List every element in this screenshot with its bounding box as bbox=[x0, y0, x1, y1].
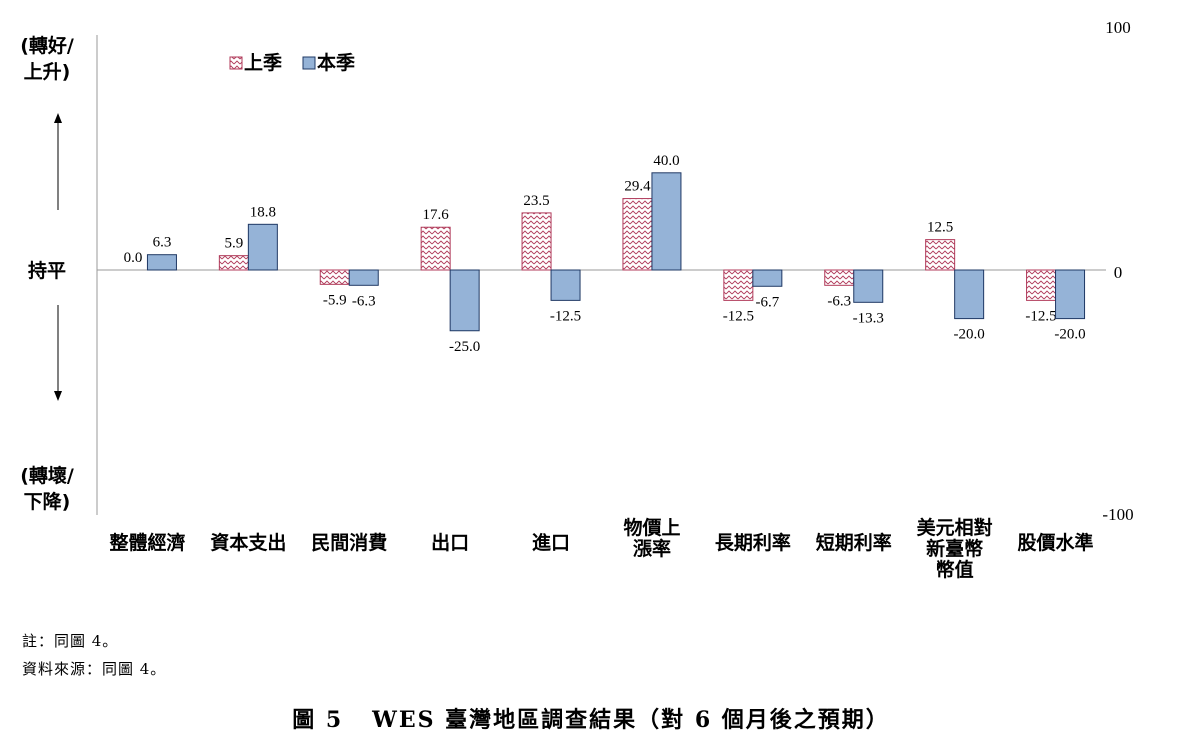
data-label-current: -12.5 bbox=[550, 308, 581, 324]
data-label-current: -13.3 bbox=[853, 310, 884, 326]
category-label: 股價水準 bbox=[1018, 531, 1094, 554]
bar-previous-quarter bbox=[925, 239, 956, 271]
data-label-current: 6.3 bbox=[153, 235, 172, 251]
bar-previous-quarter bbox=[319, 269, 350, 285]
left-label-top: 上升) bbox=[24, 61, 71, 83]
bar-current-quarter bbox=[752, 269, 783, 287]
category-label: 漲率 bbox=[633, 537, 671, 560]
data-label-previous: 29.4 bbox=[624, 179, 651, 195]
data-label-previous: -12.5 bbox=[1025, 308, 1056, 324]
data-label-current: -6.3 bbox=[352, 293, 376, 309]
category-label: 資本支出 bbox=[210, 531, 286, 554]
y-tick-label: 0 bbox=[1114, 263, 1123, 282]
category-label: 出口 bbox=[431, 531, 469, 554]
category-label: 整體經濟 bbox=[109, 531, 185, 554]
legend-label-current: 本季 bbox=[317, 51, 355, 74]
bar-current-quarter bbox=[550, 269, 581, 301]
figure-caption: 圖 5 WES 臺灣地區調查結果（對 6 個月後之預期） bbox=[292, 707, 890, 733]
data-label-previous: 17.6 bbox=[423, 207, 450, 223]
category-label: 物價上 bbox=[623, 516, 680, 539]
left-label-middle: 持平 bbox=[28, 259, 66, 282]
bar-previous-quarter bbox=[622, 198, 653, 271]
bar-previous-quarter bbox=[521, 212, 552, 271]
bar-current-quarter bbox=[348, 269, 379, 286]
category-label: 長期利率 bbox=[715, 531, 791, 554]
data-label-current: -20.0 bbox=[1054, 327, 1085, 343]
bar-current-quarter bbox=[1055, 269, 1086, 320]
data-label-previous: -5.9 bbox=[323, 292, 347, 308]
bar-previous-quarter bbox=[1026, 269, 1057, 301]
up-arrow-icon bbox=[54, 113, 62, 123]
category-label: 幣值 bbox=[936, 558, 974, 581]
left-label-bottom: 下降) bbox=[24, 490, 71, 513]
bar-current-quarter bbox=[853, 269, 884, 303]
legend-label-previous: 上季 bbox=[244, 52, 282, 74]
data-label-current: -20.0 bbox=[954, 327, 985, 343]
data-label-current: 18.8 bbox=[250, 204, 276, 220]
y-tick-label: -100 bbox=[1102, 505, 1133, 524]
chart: 0.0 5.9 -5.9 17.6 23.5 29.4 -12.5 -6.3 12.5 -12.5… bbox=[20, 18, 1133, 581]
bar-current-quarter bbox=[651, 172, 682, 271]
category-label: 美元相對 bbox=[917, 516, 993, 539]
data-label-current: -6.7 bbox=[755, 294, 779, 310]
data-label-previous: 0.0 bbox=[124, 250, 143, 266]
bar-previous-quarter bbox=[420, 226, 451, 271]
bar-current-quarter bbox=[247, 223, 278, 271]
chart-note: 註：同圖 4。 bbox=[22, 632, 119, 650]
category-label: 新臺幣 bbox=[926, 537, 983, 560]
category-label: 短期利率 bbox=[816, 531, 892, 554]
y-tick-label: 100 bbox=[1105, 18, 1131, 37]
down-arrow-icon bbox=[54, 391, 62, 401]
bar-previous-quarter bbox=[723, 269, 754, 301]
data-label-previous: -12.5 bbox=[723, 308, 754, 324]
data-label-previous: -6.3 bbox=[827, 293, 851, 309]
category-label: 進口 bbox=[532, 532, 570, 554]
data-label-current: -25.0 bbox=[449, 339, 480, 355]
bar-current-quarter bbox=[954, 269, 985, 320]
bar-previous-quarter bbox=[218, 255, 249, 271]
left-label-bottom: (轉壞/ bbox=[20, 464, 74, 487]
data-label-previous: 12.5 bbox=[927, 220, 953, 236]
bar-current-quarter bbox=[146, 254, 177, 271]
left-label-top: (轉好/ bbox=[20, 34, 74, 57]
category-label: 民間消費 bbox=[311, 531, 387, 554]
bar-previous-quarter bbox=[824, 269, 855, 286]
data-label-current: 40.0 bbox=[653, 153, 679, 169]
legend-swatch-current bbox=[302, 56, 316, 70]
bar-current-quarter bbox=[449, 269, 480, 332]
legend-swatch-previous bbox=[229, 56, 243, 70]
data-label-previous: 5.9 bbox=[224, 236, 243, 252]
data-label-previous: 23.5 bbox=[523, 193, 549, 209]
chart-source: 資料來源：同圖 4。 bbox=[22, 660, 167, 678]
